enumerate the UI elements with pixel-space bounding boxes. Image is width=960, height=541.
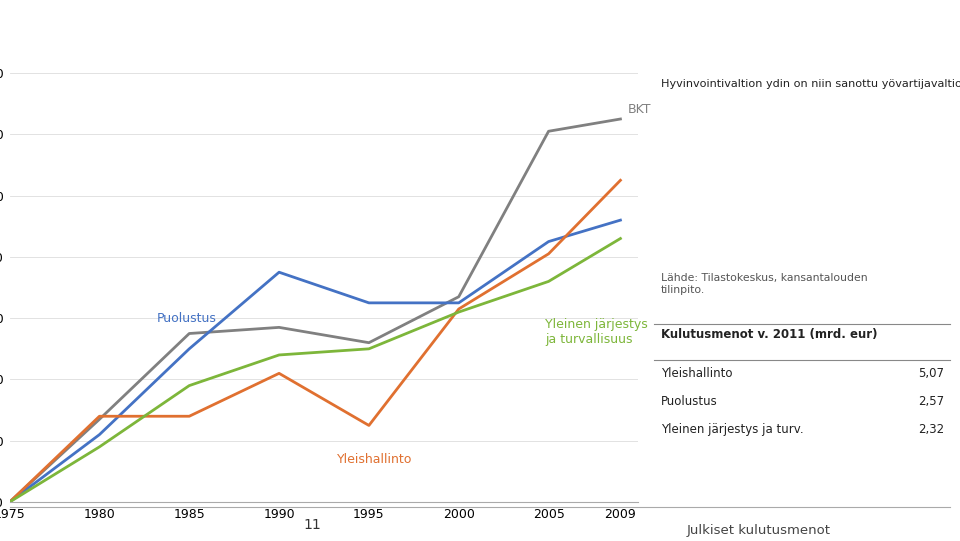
Text: 5,07: 5,07	[918, 367, 944, 380]
Text: Yleinen järjestys
ja turvallisuus: Yleinen järjestys ja turvallisuus	[545, 318, 648, 346]
Text: 2,32: 2,32	[918, 423, 944, 436]
Text: BKT: BKT	[628, 103, 651, 116]
Text: (indeksi, 1975=100): (indeksi, 1975=100)	[24, 51, 180, 66]
Text: 2,57: 2,57	[918, 395, 944, 408]
Text: Yleinen järjestys ja turv.: Yleinen järjestys ja turv.	[660, 423, 804, 436]
Text: 11: 11	[303, 518, 321, 532]
Text: Puolustus: Puolustus	[156, 312, 217, 325]
Text: Puolustus: Puolustus	[660, 395, 718, 408]
Text: Kulutusmenot v. 2011 (mrd. eur): Kulutusmenot v. 2011 (mrd. eur)	[660, 328, 877, 341]
Text: Julkiset kulutusmenot: Julkiset kulutusmenot	[686, 524, 830, 537]
Text: Yleishallinto: Yleishallinto	[660, 367, 732, 380]
Text: Lähde: Tilastokeskus, kansantalouden
tilinpito.: Lähde: Tilastokeskus, kansantalouden til…	[660, 273, 868, 295]
Text: Yleishallinto: Yleishallinto	[337, 453, 412, 466]
Text: Yövartijavaltion kulutusmenojen kehitys 1975–2011: Yövartijavaltion kulutusmenojen kehitys …	[24, 21, 468, 36]
Text: Hyvinvointivaltion ydin on niin sanottu yövartijavaltio, joka huolehtii sisäises: Hyvinvointivaltion ydin on niin sanottu …	[660, 80, 960, 89]
